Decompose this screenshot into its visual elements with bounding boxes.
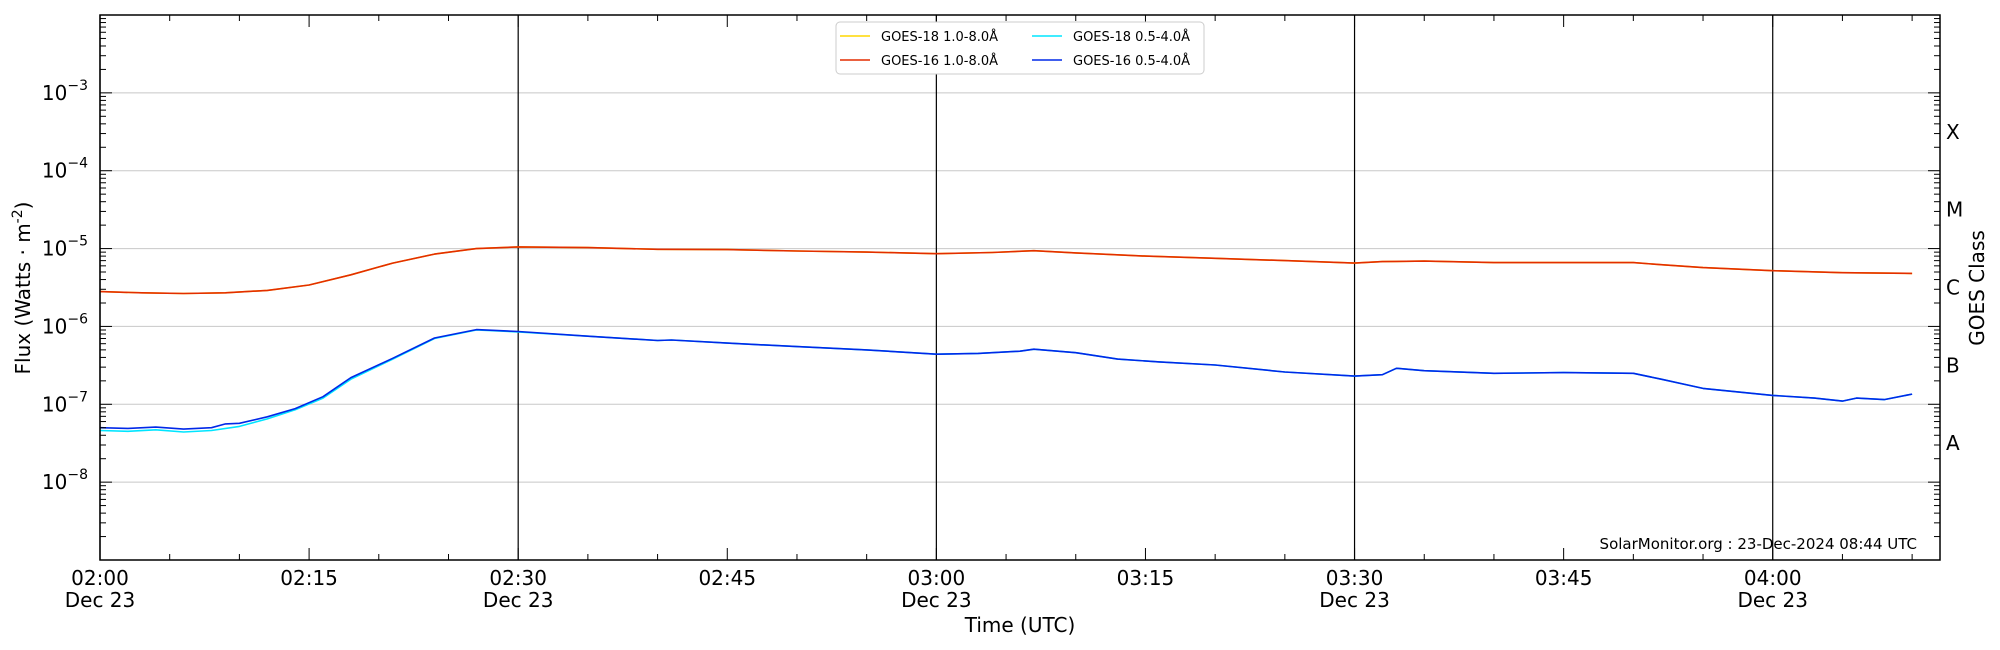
y-tick-label: 10−5 [42,234,88,261]
y-axis-label-close: ) [11,202,35,210]
y-tick-exponent: −7 [67,389,88,405]
grid-layer [100,92,1940,483]
x-tick-label: 03:15 [1117,566,1175,590]
x-axis-label: Time (UTC) [964,613,1076,637]
x-tick-date-label: Dec 23 [65,588,136,612]
series-line-3 [99,328,1913,430]
x-tick-date-label: Dec 23 [901,588,972,612]
y-tick-exponent: −6 [67,311,88,327]
goes-class-axis-label: GOES Class [1965,230,1989,346]
legend-label-goes18-short: GOES-18 0.5-4.0Å [1073,29,1190,45]
y-tick-label: 10−8 [42,467,88,494]
x-tick-label: 03:45 [1535,566,1593,590]
x-tick-date-label: Dec 23 [483,588,554,612]
x-tick-label: 02:15 [280,566,338,590]
y-axis-label: Flux (Watts · m-2) [10,202,35,375]
x-tick-date-label: Dec 23 [1319,588,1390,612]
goes-class-label: M [1946,198,1963,222]
x-tick-label: 03:00 [908,566,966,590]
x-tick-label: 04:00 [1744,566,1802,590]
x-tick-label: 02:30 [489,566,547,590]
goes-class-label: X [1946,120,1960,144]
goes-class-label: A [1946,431,1960,455]
plot-frame [99,14,1941,561]
series-layer [99,246,1913,433]
goes-class-axis: A B C M X [1946,120,1963,455]
goes-class-label: B [1946,353,1960,377]
legend-label-goes18-long: GOES-18 1.0-8.0Å [881,29,998,45]
y-axis-label-superscript: -2 [10,209,26,223]
legend-label-goes16-long: GOES-16 1.0-8.0Å [881,53,998,69]
y-tick-exponent: −5 [67,234,88,250]
y-tick-exponent: −8 [67,467,88,483]
series-line-2 [99,246,1913,295]
legend-label-goes16-short: GOES-16 0.5-4.0Å [1073,53,1190,69]
legend-box [835,21,1205,75]
x-tick-label: 02:45 [698,566,756,590]
x-tick-label: 02:00 [71,566,129,590]
y-tick-exponent: −3 [67,78,88,94]
y-tick-exponent: −4 [67,156,88,172]
x-tick-label: 03:30 [1326,566,1384,590]
goes-class-label: C [1946,276,1960,300]
y-axis-label-main: Flux (Watts · m [11,223,35,374]
watermark-text: SolarMonitor.org : 23-Dec-2024 08:44 UTC [1600,535,1917,553]
legend: GOES-18 1.0-8.0Å GOES-16 1.0-8.0Å GOES-1… [835,21,1205,75]
x-tick-date-label: Dec 23 [1737,588,1808,612]
